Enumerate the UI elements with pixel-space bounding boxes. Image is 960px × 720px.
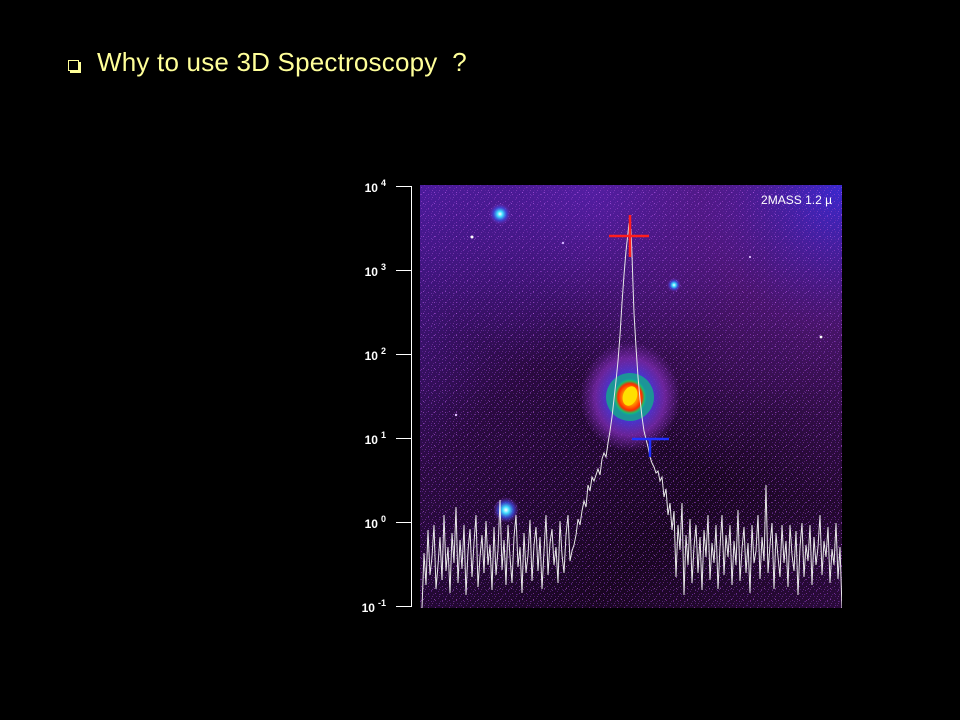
galaxy-image-panel: 2MASS 1.2 µ — [420, 185, 842, 608]
star — [493, 497, 519, 523]
blue-marker — [632, 437, 669, 457]
slide-title: Why to use 3D Spectroscopy ? — [97, 46, 467, 77]
axis-tick — [396, 438, 412, 439]
axis-tick — [396, 270, 412, 271]
log-flux-axis: 10 4 10 3 10 2 10 1 10 0 10 -1 — [340, 170, 420, 620]
spectral-profile-line — [421, 222, 842, 608]
star — [667, 278, 681, 292]
axis-tick-label: 10 3 — [364, 262, 386, 279]
star — [489, 203, 511, 225]
axis-line — [411, 186, 412, 607]
axis-tick-label: 10 -1 — [361, 598, 386, 615]
axis-tick — [396, 606, 412, 607]
axis-tick-label: 10 4 — [364, 178, 386, 195]
square-bullet-icon — [68, 59, 79, 71]
galaxy-image — [420, 185, 842, 608]
image-caption: 2MASS 1.2 µ — [761, 193, 832, 207]
axis-tick — [396, 522, 412, 523]
axis-tick — [396, 354, 412, 355]
axis-tick — [396, 186, 412, 187]
axis-tick-label: 10 2 — [364, 346, 386, 363]
axis-tick-label: 10 0 — [364, 514, 386, 531]
red-marker — [609, 215, 649, 257]
axis-tick-label: 10 1 — [364, 430, 386, 447]
slide-title-row: Why to use 3D Spectroscopy ? — [68, 44, 467, 80]
